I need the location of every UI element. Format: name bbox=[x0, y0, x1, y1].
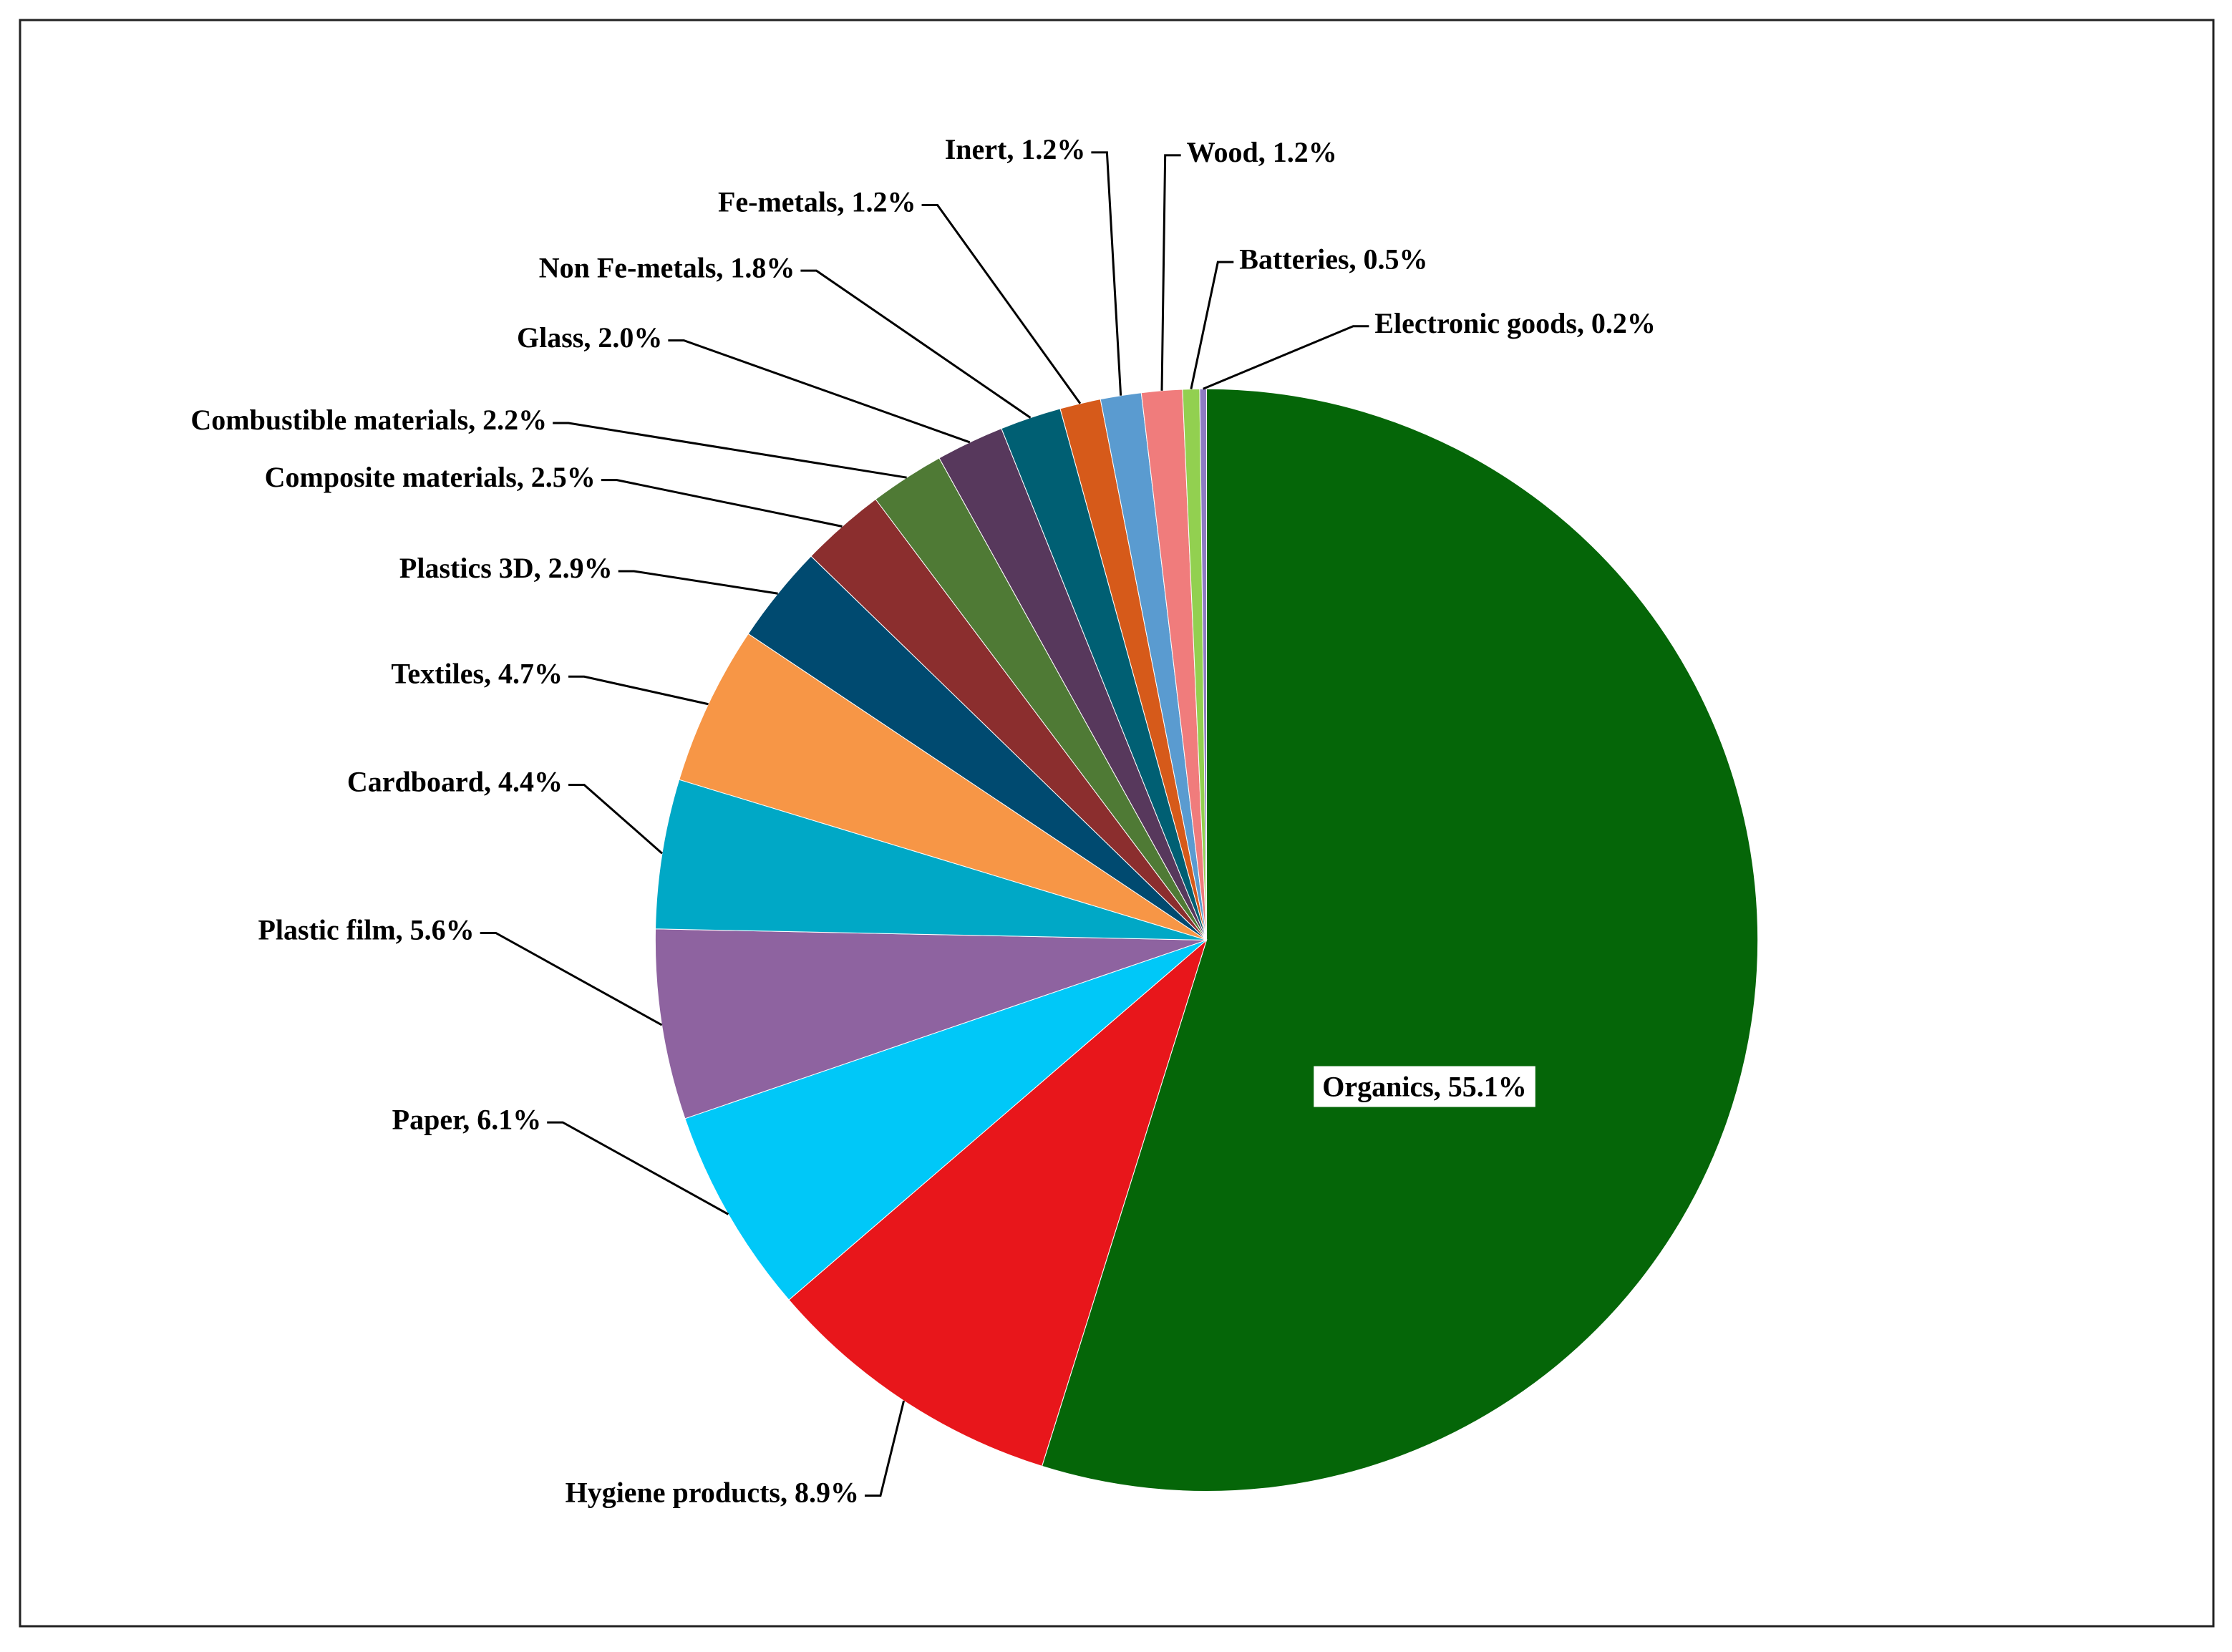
data-label: Fe-metals, 1.2% bbox=[718, 186, 916, 218]
data-label: Hygiene products, 8.9% bbox=[566, 1477, 859, 1509]
leader-line bbox=[1190, 261, 1234, 389]
leader-line bbox=[547, 1121, 729, 1215]
leader-line bbox=[668, 339, 971, 444]
leader-line bbox=[568, 675, 709, 706]
data-label: Combustible materials, 2.2% bbox=[190, 404, 547, 436]
data-label: Inert, 1.2% bbox=[945, 133, 1086, 165]
data-label: Organics, 55.1% bbox=[1322, 1071, 1527, 1103]
leader-line bbox=[800, 269, 1032, 419]
data-label: Wood, 1.2% bbox=[1187, 136, 1337, 168]
pie-slice bbox=[1041, 388, 1759, 1492]
pie-slice bbox=[1199, 388, 1208, 941]
data-label: Composite materials, 2.5% bbox=[265, 461, 596, 493]
pie-slice bbox=[655, 779, 1207, 941]
data-label: Paper, 6.1% bbox=[392, 1103, 542, 1135]
leader-line bbox=[568, 783, 663, 855]
leader-line bbox=[601, 479, 843, 528]
pie-slice bbox=[788, 938, 1208, 1467]
data-label: Textiles, 4.7% bbox=[391, 657, 563, 689]
leader-line bbox=[1091, 151, 1122, 396]
leader-line bbox=[553, 422, 907, 479]
data-label: Plastic film, 5.6% bbox=[258, 914, 474, 946]
data-label: Batteries, 0.5% bbox=[1239, 243, 1427, 275]
leader-line bbox=[1160, 154, 1181, 391]
leader-line bbox=[1203, 325, 1369, 390]
data-label: Glass, 2.0% bbox=[517, 321, 662, 354]
label-box bbox=[1314, 1066, 1535, 1107]
data-label: Cardboard, 4.4% bbox=[347, 766, 563, 798]
leader-line bbox=[864, 1400, 906, 1497]
leader-line bbox=[921, 204, 1082, 404]
pie-slice bbox=[684, 939, 1207, 1301]
data-label: Electronic goods, 0.2% bbox=[1374, 307, 1656, 339]
leader-line bbox=[618, 570, 778, 595]
data-label: Non Fe-metals, 1.8% bbox=[539, 251, 795, 283]
leader-line bbox=[480, 931, 663, 1026]
data-label: Plastics 3D, 2.9% bbox=[399, 552, 613, 584]
